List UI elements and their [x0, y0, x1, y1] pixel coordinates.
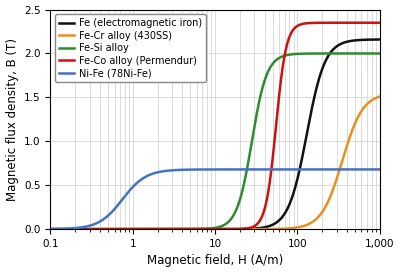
Fe-Co alloy (Permendur) [377, 21, 382, 24]
Ni-Fe (78Ni-Fe) [86, 224, 90, 228]
Fe (electromagnetic iron) [174, 227, 179, 231]
Fe-Cr alloy (430SS) [105, 227, 110, 231]
Fe-Co alloy (Permendur) [335, 21, 340, 24]
Line: Fe-Cr alloy (430SS): Fe-Cr alloy (430SS) [50, 96, 380, 229]
Fe-Co alloy (Permendur) [188, 227, 193, 231]
Legend: Fe (electromagnetic iron), Fe-Cr alloy (430SS), Fe-Si alloy, Fe-Co alloy (Permen: Fe (electromagnetic iron), Fe-Cr alloy (… [55, 14, 206, 82]
Fe-Co alloy (Permendur) [86, 227, 90, 231]
Fe (electromagnetic iron) [377, 38, 382, 41]
Ni-Fe (78Ni-Fe) [188, 168, 193, 171]
Ni-Fe (78Ni-Fe) [174, 168, 179, 172]
Fe-Si alloy [86, 227, 90, 231]
Fe-Cr alloy (430SS) [335, 174, 340, 177]
Fe (electromagnetic iron) [188, 227, 193, 231]
Fe-Si alloy [377, 52, 382, 55]
Fe-Si alloy [371, 52, 376, 55]
Line: Fe (electromagnetic iron): Fe (electromagnetic iron) [50, 40, 380, 229]
Ni-Fe (78Ni-Fe) [377, 168, 382, 171]
Ni-Fe (78Ni-Fe) [48, 227, 53, 231]
Fe-Cr alloy (430SS) [86, 227, 90, 231]
Line: Fe-Si alloy: Fe-Si alloy [50, 54, 380, 229]
Fe (electromagnetic iron) [86, 227, 90, 231]
Fe-Cr alloy (430SS) [48, 227, 53, 231]
Fe (electromagnetic iron) [335, 44, 340, 47]
Fe-Si alloy [335, 52, 340, 55]
Fe-Si alloy [48, 227, 53, 231]
Ni-Fe (78Ni-Fe) [371, 168, 376, 171]
Line: Ni-Fe (78Ni-Fe): Ni-Fe (78Ni-Fe) [50, 170, 380, 229]
Fe (electromagnetic iron) [48, 227, 53, 231]
Fe-Cr alloy (430SS) [188, 227, 193, 231]
Fe-Co alloy (Permendur) [371, 21, 376, 24]
Fe-Co alloy (Permendur) [105, 227, 110, 231]
Fe-Cr alloy (430SS) [371, 98, 376, 101]
Fe-Si alloy [188, 227, 193, 231]
Line: Fe-Co alloy (Permendur): Fe-Co alloy (Permendur) [50, 23, 380, 229]
Fe-Cr alloy (430SS) [174, 227, 179, 231]
Y-axis label: Magnetic flux density, B (T): Magnetic flux density, B (T) [6, 38, 18, 201]
Ni-Fe (78Ni-Fe) [105, 214, 110, 218]
Fe-Si alloy [105, 227, 110, 231]
Fe (electromagnetic iron) [371, 38, 376, 41]
Fe-Co alloy (Permendur) [48, 227, 53, 231]
Fe (electromagnetic iron) [105, 227, 110, 231]
X-axis label: Magnetic field, H (A/m): Magnetic field, H (A/m) [147, 254, 283, 268]
Ni-Fe (78Ni-Fe) [335, 168, 340, 171]
Fe-Si alloy [174, 227, 179, 231]
Fe-Cr alloy (430SS) [377, 95, 382, 98]
Fe-Co alloy (Permendur) [174, 227, 179, 231]
